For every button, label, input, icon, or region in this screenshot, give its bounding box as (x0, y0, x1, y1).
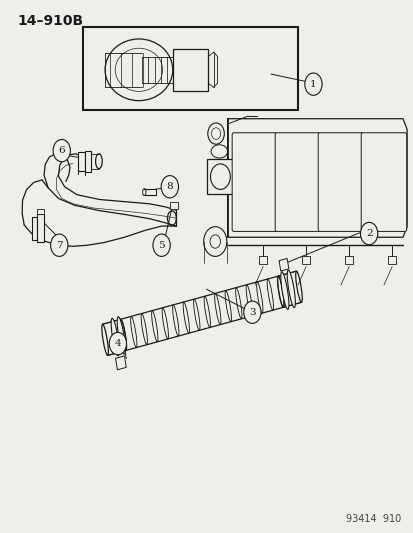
Ellipse shape (117, 317, 125, 354)
Circle shape (53, 140, 70, 162)
Bar (115, 356, 126, 370)
Circle shape (161, 175, 178, 198)
Bar (206, 159, 233, 194)
Text: 5: 5 (158, 241, 164, 250)
Circle shape (360, 222, 377, 245)
Circle shape (50, 234, 68, 256)
Bar (169, 202, 178, 208)
FancyBboxPatch shape (232, 133, 277, 231)
Bar (173, 49, 208, 91)
FancyBboxPatch shape (318, 133, 363, 231)
Bar (37, 214, 44, 242)
FancyBboxPatch shape (275, 133, 320, 231)
Text: 6: 6 (58, 146, 65, 155)
Text: 93414  910: 93414 910 (345, 514, 400, 524)
Ellipse shape (280, 272, 288, 309)
Bar (83, 27, 297, 110)
Text: 7: 7 (56, 241, 62, 250)
Text: 8: 8 (166, 182, 173, 191)
Bar (37, 209, 44, 214)
Bar (78, 152, 85, 171)
Bar (387, 256, 395, 264)
Circle shape (109, 333, 126, 355)
Bar (32, 216, 37, 240)
Circle shape (152, 234, 170, 256)
Text: 3: 3 (249, 308, 255, 317)
Text: 14–910B: 14–910B (17, 14, 83, 28)
Bar (259, 256, 267, 264)
Ellipse shape (287, 270, 294, 308)
Text: 2: 2 (365, 229, 372, 238)
Text: 4: 4 (114, 339, 121, 348)
Bar (85, 151, 90, 172)
Bar (278, 259, 288, 271)
Bar (301, 256, 310, 264)
Ellipse shape (111, 318, 119, 356)
FancyBboxPatch shape (360, 133, 406, 231)
Circle shape (304, 73, 321, 95)
Bar (344, 256, 352, 264)
Circle shape (243, 301, 261, 324)
Text: 1: 1 (309, 79, 316, 88)
